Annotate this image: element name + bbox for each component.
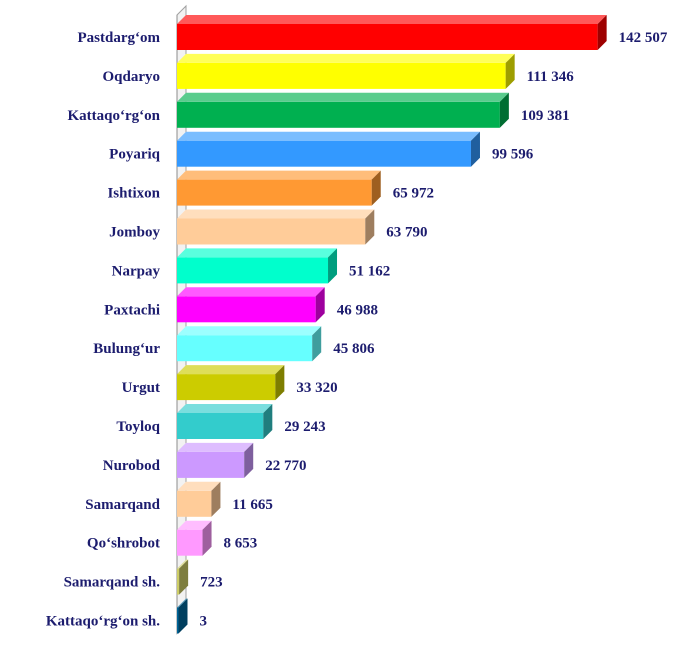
value-label: 46 988 <box>337 302 378 318</box>
bar-top <box>177 559 189 569</box>
value-label: 99 596 <box>492 147 534 163</box>
bar-13 <box>177 520 212 556</box>
bar-side <box>499 92 509 128</box>
category-label: Samarqand sh. <box>64 575 161 591</box>
category-label: Toyloq <box>116 419 160 435</box>
value-label: 22 770 <box>265 458 306 474</box>
value-label: 109 381 <box>521 108 570 124</box>
bar-10 <box>177 404 273 439</box>
bar-front <box>177 62 506 89</box>
category-label: Poyariq <box>109 147 160 163</box>
bar-front <box>177 24 598 50</box>
category-label: Ishtixon <box>107 186 160 202</box>
bar-side <box>202 520 212 556</box>
bar-9 <box>177 365 285 401</box>
bar-top <box>177 326 322 336</box>
value-label: 65 972 <box>393 186 434 202</box>
bar-6 <box>177 248 338 284</box>
bar-12 <box>177 481 221 517</box>
bar-top <box>177 15 607 24</box>
category-label: Urgut <box>122 380 160 396</box>
category-label: Jomboy <box>109 225 160 241</box>
bar-14 <box>177 559 189 595</box>
value-label: 111 346 <box>527 69 575 85</box>
bar-3 <box>177 131 480 167</box>
bar-4 <box>177 170 381 206</box>
category-label: Qo‘shrobot <box>87 536 160 552</box>
bar-side <box>470 131 480 167</box>
bar-top <box>177 598 188 608</box>
bar-2 <box>177 92 509 128</box>
value-label: 142 507 <box>619 30 668 46</box>
bar-top <box>177 481 221 491</box>
bar-side <box>179 559 189 595</box>
bar-top <box>177 520 212 530</box>
bar-side <box>178 598 188 634</box>
bar-top <box>177 131 480 141</box>
bar-front <box>177 374 276 401</box>
category-label: Kattaqo‘rg‘on <box>68 108 161 124</box>
value-label: 3 <box>200 614 208 630</box>
bar-front <box>177 218 366 245</box>
bar-top <box>177 53 515 63</box>
category-label: Kattaqo‘rg‘on sh. <box>46 614 160 630</box>
bar-front <box>177 257 329 284</box>
bar-top <box>177 442 254 452</box>
bar-side <box>597 15 607 50</box>
category-label: Samarqand <box>85 497 160 513</box>
value-label: 51 162 <box>349 263 390 279</box>
value-label: 29 243 <box>284 419 325 435</box>
bar-0 <box>177 15 607 50</box>
bar-top <box>177 365 285 375</box>
bar-side <box>263 404 273 439</box>
chart-labels: Pastdarg‘om 142 507 Oqdaryo 111 346 Kattaqo‘… <box>46 30 668 630</box>
value-label: 45 806 <box>333 341 375 357</box>
bar-11 <box>177 442 254 478</box>
bar-7 <box>177 287 325 323</box>
bar-top <box>177 404 273 413</box>
category-label: Paxtachi <box>104 302 160 318</box>
value-label: 723 <box>200 575 223 591</box>
bar-side <box>371 170 381 206</box>
bar-front <box>177 413 264 439</box>
bar-front <box>177 335 313 362</box>
value-label: 63 790 <box>386 225 427 241</box>
bar-front <box>177 101 500 128</box>
bar-8 <box>177 326 322 362</box>
bar-5 <box>177 209 375 245</box>
bar-front <box>177 529 203 556</box>
bar-top <box>177 170 381 180</box>
bar-side <box>328 248 338 284</box>
bar-front <box>177 490 212 517</box>
bar-side <box>211 481 221 517</box>
bar-side <box>315 287 325 323</box>
bar-side <box>312 326 322 362</box>
bar-top <box>177 92 509 102</box>
bar-front <box>177 179 372 206</box>
bar-top <box>177 248 338 258</box>
category-label: Narpay <box>112 263 161 279</box>
value-label: 8 653 <box>224 536 258 552</box>
bar-15 <box>177 598 188 634</box>
bar-front <box>177 140 471 167</box>
category-label: Nurobod <box>103 458 161 474</box>
value-label: 33 320 <box>296 380 337 396</box>
bar-side <box>275 365 285 401</box>
bar-side <box>244 442 254 478</box>
bar-top <box>177 209 375 219</box>
bar-front <box>177 296 316 323</box>
bar-side <box>365 209 375 245</box>
category-label: Bulung‘ur <box>93 341 160 357</box>
category-label: Pastdarg‘om <box>78 30 161 46</box>
bar-top <box>177 287 325 297</box>
bar-side <box>505 53 515 89</box>
bar-front <box>177 451 245 478</box>
bar-1 <box>177 53 515 89</box>
chart-bars <box>177 15 607 634</box>
bar-front <box>177 607 179 634</box>
category-label: Oqdaryo <box>102 69 160 85</box>
bar-front <box>177 568 180 595</box>
value-label: 11 665 <box>232 497 272 513</box>
